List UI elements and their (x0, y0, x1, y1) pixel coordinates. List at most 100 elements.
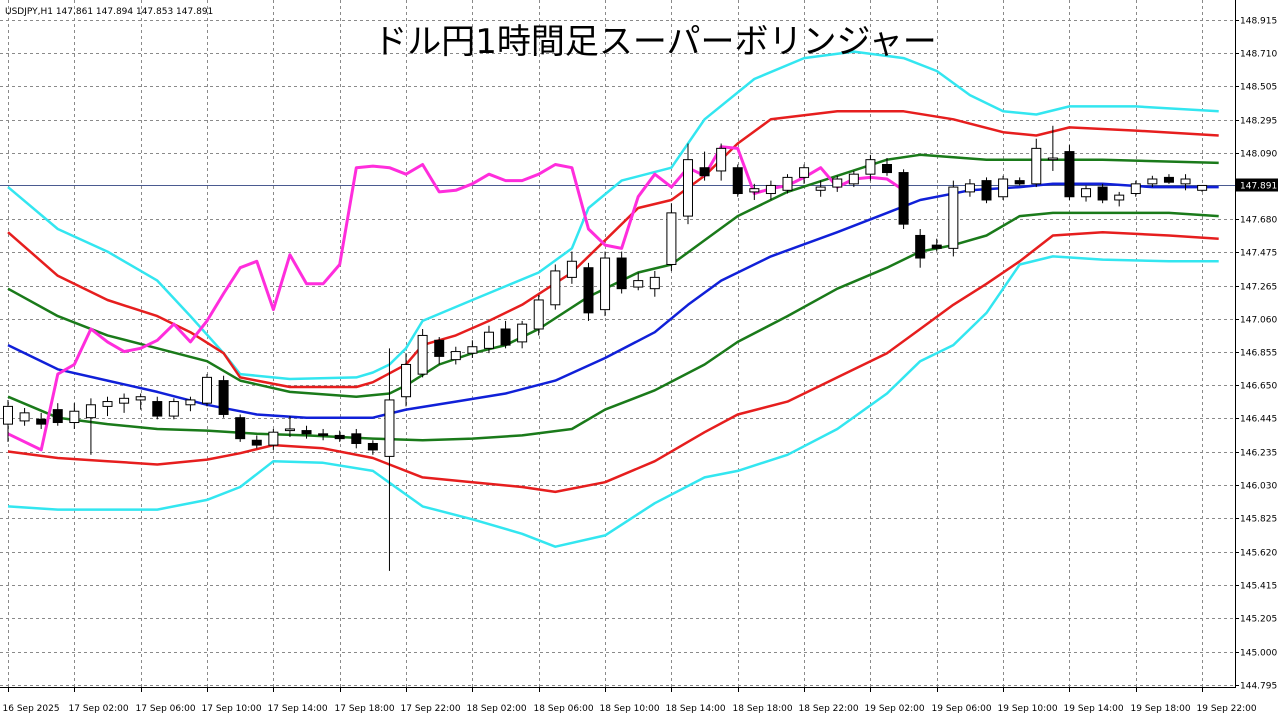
candle (434, 337, 445, 365)
y-tick-label: 144.795 (1240, 682, 1277, 692)
y-tick-label: 146.445 (1240, 415, 1277, 425)
candle (1014, 177, 1025, 186)
y-tick-label: 145.620 (1240, 549, 1277, 559)
x-tick-label: 18 Sep 02:00 (467, 704, 527, 714)
x-axis-ticks: 16 Sep 2025 17 Sep 02:00 17 Sep 06:00 17 Se… (3, 687, 1257, 714)
x-tick-label: 18 Sep 10:00 (600, 704, 660, 714)
candle (948, 180, 959, 257)
candle (550, 264, 561, 310)
candle (682, 143, 693, 225)
candle (583, 262, 594, 321)
candle (600, 251, 611, 317)
y-tick-label: 146.235 (1240, 449, 1277, 459)
candle (931, 238, 942, 252)
candle (152, 396, 163, 420)
candle (301, 425, 312, 439)
y-tick-label: 148.915 (1240, 17, 1277, 27)
candle (716, 143, 727, 181)
candle (865, 154, 876, 181)
y-tick-label: 146.650 (1240, 382, 1277, 392)
x-tick-label: 18 Sep 06:00 (534, 704, 594, 714)
y-tick-label: 146.855 (1240, 349, 1277, 359)
candle (1130, 180, 1141, 197)
x-tick-label: 17 Sep 10:00 (202, 704, 262, 714)
candle (517, 320, 528, 349)
candle (218, 375, 229, 418)
x-tick-label: 17 Sep 18:00 (335, 704, 395, 714)
candle (666, 203, 677, 271)
candle (102, 396, 113, 417)
candle (351, 428, 362, 449)
candle (981, 177, 992, 204)
candle (36, 412, 47, 429)
x-tick-label: 19 Sep 02:00 (865, 704, 925, 714)
x-tick-label: 17 Sep 22:00 (401, 704, 461, 714)
candle (749, 183, 760, 200)
y-tick-label: 148.505 (1240, 83, 1277, 93)
x-tick-label: 19 Sep 14:00 (1064, 704, 1124, 714)
candle (417, 328, 428, 378)
x-tick-label: 18 Sep 22:00 (799, 704, 859, 714)
grid-lines (0, 0, 1235, 687)
candle (616, 251, 627, 294)
candle (848, 170, 859, 188)
candle (1163, 174, 1174, 184)
y-tick-label: 147.680 (1240, 216, 1277, 226)
x-tick-label: 16 Sep 2025 (3, 704, 60, 714)
x-tick-label: 18 Sep 18:00 (733, 704, 793, 714)
symbol-info: USDJPY,H1 147.861 147.894 147.853 147.89… (5, 7, 213, 17)
sigma2-line (7, 110, 1219, 389)
candlesticks (3, 125, 1208, 571)
candle (284, 416, 295, 438)
candle (832, 175, 843, 192)
candle (898, 169, 909, 229)
candle (500, 320, 511, 349)
candle (483, 325, 494, 354)
candle (3, 399, 13, 442)
lagging-line (7, 145, 905, 452)
y-tick-label: 147.060 (1240, 316, 1277, 326)
candle (168, 398, 179, 420)
sigma1-line (7, 211, 1219, 442)
x-tick-label: 19 Sep 18:00 (1131, 704, 1191, 714)
candle (318, 428, 329, 441)
candle (815, 180, 826, 197)
y-tick-label: 147.265 (1240, 283, 1277, 293)
candle (185, 396, 196, 412)
candle (1097, 183, 1108, 204)
candle (52, 403, 63, 426)
candle (633, 272, 644, 291)
y-tick-label: 148.295 (1240, 117, 1277, 127)
candle (1197, 184, 1208, 192)
x-tick-label: 17 Sep 06:00 (136, 704, 196, 714)
band-series (7, 50, 1219, 548)
candle (384, 348, 395, 571)
y-tick-label: 145.205 (1240, 615, 1277, 625)
sigma2-line (7, 230, 1219, 494)
x-tick-label: 17 Sep 02:00 (69, 704, 129, 714)
candle (1180, 174, 1191, 191)
candle (235, 414, 246, 442)
candle (334, 430, 345, 442)
candle (1047, 125, 1058, 171)
y-tick-label: 147.475 (1240, 249, 1277, 259)
candle (251, 435, 262, 449)
candle (964, 179, 975, 197)
candle (732, 164, 743, 197)
candle (566, 251, 577, 284)
candle (649, 270, 660, 297)
candle (135, 393, 146, 410)
candle (119, 393, 130, 413)
candle (533, 295, 544, 336)
y-tick-label: 146.030 (1240, 482, 1277, 492)
candle (69, 403, 80, 429)
candle (998, 175, 1009, 200)
mid-line (7, 182, 1219, 419)
current-price-box: 147.891 (1236, 178, 1278, 192)
x-tick-label: 18 Sep 14:00 (666, 704, 726, 714)
x-tick-label: 19 Sep 10:00 (998, 704, 1058, 714)
candle (1031, 138, 1042, 188)
candle (19, 408, 30, 426)
